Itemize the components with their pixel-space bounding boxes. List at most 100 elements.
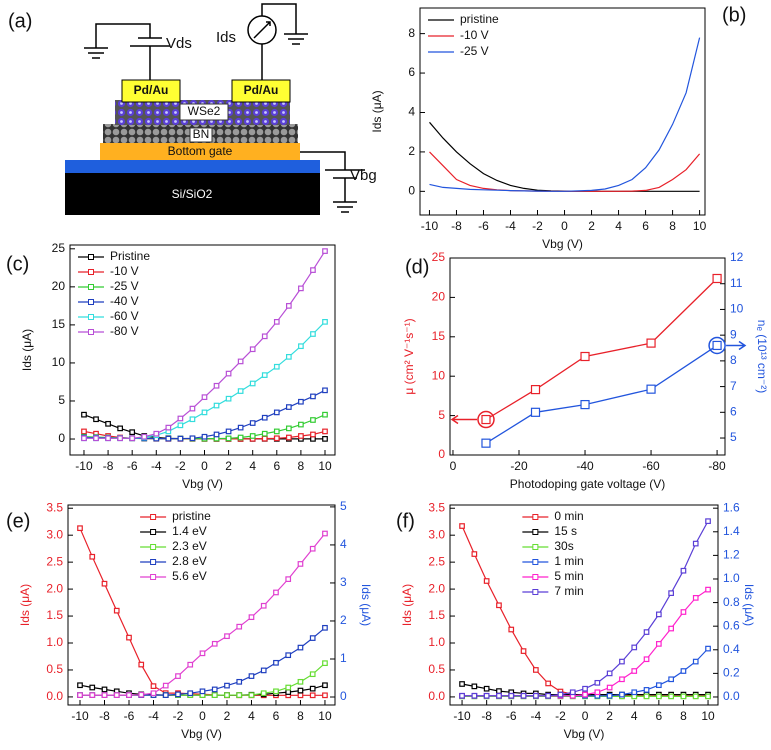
data-point xyxy=(309,545,316,552)
y-tick-label: 2.5 xyxy=(428,554,445,568)
data-point xyxy=(322,436,328,442)
data-point xyxy=(175,691,181,698)
series-line xyxy=(429,151,701,192)
x-tick-label: -80 xyxy=(708,459,726,473)
data-point xyxy=(309,685,316,692)
data-point xyxy=(692,693,699,700)
data-point xyxy=(692,658,699,665)
substrate xyxy=(65,173,320,215)
data-point xyxy=(309,635,316,641)
data-point xyxy=(297,687,304,694)
data-point xyxy=(285,684,292,691)
x-tick-label: 10 xyxy=(318,709,332,723)
data-point xyxy=(175,673,181,679)
data-point xyxy=(619,676,625,683)
voltage-label: Vds xyxy=(166,35,192,52)
data-point xyxy=(643,687,650,693)
data-point xyxy=(297,678,304,685)
legend-label: 30s xyxy=(554,539,573,553)
y-tick-label: 15 xyxy=(432,329,446,343)
y-tick-label: 2.0 xyxy=(428,581,445,595)
data-point xyxy=(261,414,268,421)
data-point xyxy=(117,425,123,432)
legend-marker xyxy=(88,269,94,275)
plot-frame xyxy=(69,244,336,456)
gate xyxy=(100,143,300,160)
y2-tick-label: 10 xyxy=(730,302,744,316)
y2-tick-label: 9 xyxy=(730,327,737,341)
data-point xyxy=(298,285,304,292)
data-point xyxy=(189,435,196,442)
voltage-label: Vbg xyxy=(350,167,377,184)
y2-tick-label: 1.6 xyxy=(723,500,740,514)
data-point xyxy=(162,692,169,698)
data-point xyxy=(189,405,196,412)
x-tick-label: -20 xyxy=(510,459,528,473)
y-tick-label: 0 xyxy=(58,431,65,445)
x-tick-label: 4 xyxy=(615,219,622,233)
series-line xyxy=(461,525,708,697)
y-tick-label: 0 xyxy=(408,184,415,198)
highlight-circle xyxy=(708,336,726,355)
y2-tick-label: 2 xyxy=(340,613,347,627)
data-point xyxy=(631,689,638,696)
y-axis-label: Ids (μA) xyxy=(18,584,32,626)
data-point xyxy=(705,586,711,593)
x-tick-label: -40 xyxy=(576,459,594,473)
data-point xyxy=(557,691,564,698)
y-tick-label: 8 xyxy=(408,26,415,40)
y2-tick-label: 11 xyxy=(730,276,743,290)
y2-tick-label: 1.2 xyxy=(723,548,740,562)
data-point xyxy=(273,428,280,435)
data-point xyxy=(201,409,208,416)
layer-label: BN xyxy=(193,127,210,141)
layer-label: Bottom gate xyxy=(168,144,233,158)
data-point xyxy=(496,688,502,694)
x-tick-label: -4 xyxy=(505,219,516,233)
data-point xyxy=(237,424,244,431)
y2-tick-label: 0 xyxy=(340,689,347,703)
data-point xyxy=(582,685,588,692)
data-point xyxy=(225,428,232,435)
data-point xyxy=(692,540,699,547)
legend-marker xyxy=(150,544,157,550)
data-point xyxy=(225,370,232,377)
data-point xyxy=(129,435,136,442)
series-line xyxy=(429,121,700,192)
data-point xyxy=(643,629,650,635)
legend-label: 0 min xyxy=(554,509,583,523)
data-point xyxy=(101,580,108,587)
data-point xyxy=(680,693,687,700)
y2-tick-label: 12 xyxy=(730,250,744,264)
y2-axis-label: Ids (μA) xyxy=(742,584,756,626)
data-point xyxy=(177,422,184,429)
y2-tick-label: 5 xyxy=(340,499,347,513)
legend-marker xyxy=(532,589,539,595)
series-line xyxy=(429,37,701,192)
data-point xyxy=(481,414,491,425)
x-tick-label: 4 xyxy=(248,709,255,723)
data-point xyxy=(310,417,316,423)
data-point xyxy=(310,331,316,337)
data-point xyxy=(237,434,244,441)
contact-label: Pd/Au xyxy=(134,83,169,97)
data-point xyxy=(225,435,232,442)
data-point xyxy=(481,438,491,448)
legend-marker xyxy=(150,574,157,580)
x-tick-label: 8 xyxy=(297,709,304,723)
plot-frame xyxy=(67,504,336,706)
data-point xyxy=(77,525,83,532)
data-point xyxy=(680,668,687,674)
x-tick-label: 0 xyxy=(561,219,568,233)
plot-frame xyxy=(449,504,719,706)
data-point xyxy=(162,682,169,689)
data-point xyxy=(680,567,687,574)
data-point xyxy=(594,689,601,696)
legend-marker xyxy=(532,529,539,535)
data-point xyxy=(249,380,256,387)
data-point xyxy=(89,553,96,560)
y-tick-label: 2 xyxy=(408,144,415,158)
data-point xyxy=(705,693,711,700)
y-tick-label: 10 xyxy=(432,368,446,382)
data-point xyxy=(631,668,638,674)
